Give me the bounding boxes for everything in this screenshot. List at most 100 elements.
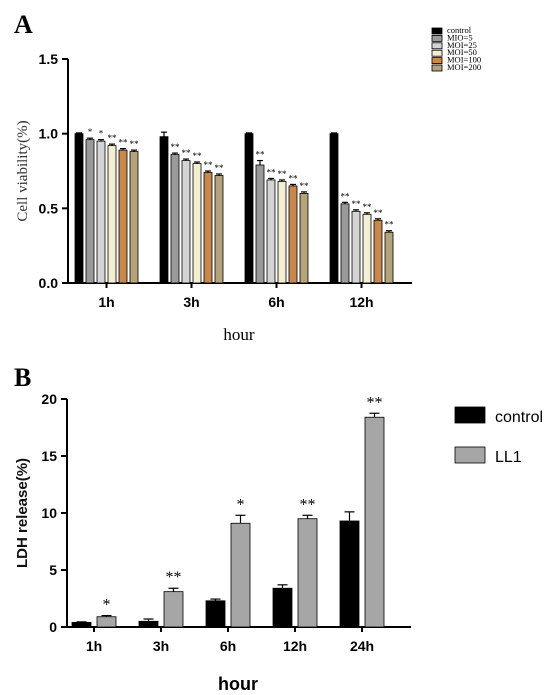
bar (255, 164, 265, 284)
bar (214, 175, 224, 284)
bar (277, 181, 287, 284)
significance-label: ** (300, 496, 316, 513)
significance-label: * (99, 129, 104, 139)
bar (230, 522, 251, 628)
panel-b: B LDH release(%) hour 0 5 10 15 20 1h 3h 6h 12h 2… (14, 363, 543, 694)
significance-label: ** (267, 167, 277, 177)
significance-label: ** (289, 173, 299, 183)
x-tick-label: 6h (220, 638, 236, 654)
bar (170, 154, 180, 284)
bar (107, 145, 117, 284)
bar (288, 185, 298, 284)
x-tick-label: 3h (183, 294, 199, 310)
bar (96, 616, 117, 628)
significance-label: ** (130, 139, 140, 149)
bar (244, 133, 254, 284)
x-tick-label: 1h (86, 638, 102, 654)
bar (203, 172, 213, 284)
bar (373, 219, 383, 284)
legend-label: control (495, 409, 543, 426)
bar (159, 136, 169, 284)
panel-a-bars: * * ** ** ** **** **** ****** ** ******** ****** (74, 127, 395, 284)
significance-label: ** (193, 151, 203, 161)
bar (192, 163, 202, 284)
significance-label: ** (182, 148, 192, 158)
y-tick-label: 10 (41, 505, 57, 521)
legend-label: LL1 (495, 449, 522, 466)
legend-swatch (431, 64, 443, 72)
bar (85, 139, 95, 284)
bar (340, 203, 350, 284)
bar (266, 179, 276, 284)
x-tick-label: 12h (349, 294, 373, 310)
y-tick-label: 0.0 (39, 275, 59, 291)
legend-label: MOI=100 (447, 55, 481, 65)
significance-label: ** (367, 394, 383, 411)
legend-label: MOI=200 (447, 62, 481, 72)
x-tick-label: 6h (268, 294, 284, 310)
legend-swatch (431, 35, 443, 42)
bar (351, 210, 361, 284)
x-tick-label: 12h (283, 638, 307, 654)
significance-label: ** (385, 220, 395, 230)
panel-a-label: A (14, 10, 33, 39)
panel-b-legend: control LL1 (454, 406, 543, 466)
legend-label: MOI=50 (447, 47, 477, 57)
y-tick-label: 15 (41, 448, 57, 464)
bar (118, 149, 128, 284)
legend-swatch (454, 406, 486, 424)
significance-label: * (103, 597, 111, 614)
bar (339, 520, 360, 628)
legend-label: MIO=5 (447, 32, 473, 42)
significance-label: ** (341, 191, 351, 201)
panel-a-y-axis-label: Cell viability(%) (15, 120, 31, 221)
significance-label: ** (119, 138, 129, 148)
significance-label: ** (171, 142, 181, 152)
bar (364, 416, 385, 628)
panel-b-bars: **** **** (71, 394, 385, 628)
legend-label: MOI=25 (447, 40, 477, 50)
panel-a: A Cell viability(%) hour 0.0 0.5 1.0 1.5 1h 3… (14, 10, 481, 344)
significance-label: ** (166, 569, 182, 586)
y-tick-label: 0.5 (39, 200, 59, 216)
bar (71, 622, 92, 628)
significance-label: * (237, 496, 245, 513)
panel-b-x-axis-label: hour (218, 674, 258, 694)
bar (272, 587, 293, 628)
significance-label: ** (256, 150, 266, 160)
significance-label: * (88, 127, 93, 137)
legend-swatch (454, 446, 486, 464)
significance-label: ** (108, 133, 118, 143)
legend-swatch (431, 49, 443, 57)
bar (299, 192, 309, 284)
y-tick-label: 1.5 (39, 51, 59, 67)
legend-swatch (431, 27, 443, 35)
panel-b-y-axis-label: LDH release(%) (14, 458, 31, 568)
significance-label: ** (352, 199, 362, 209)
significance-label: ** (300, 181, 310, 191)
x-tick-label: 3h (153, 638, 169, 654)
bar (297, 518, 318, 628)
bar (329, 133, 339, 284)
legend-swatch (431, 42, 443, 50)
legend-label: control (447, 25, 472, 35)
significance-label: ** (204, 160, 214, 170)
x-tick-label: 1h (98, 294, 114, 310)
bar (74, 133, 84, 284)
bar (138, 620, 159, 628)
x-tick-label: 24h (350, 638, 374, 654)
bar (129, 151, 139, 284)
significance-label: ** (278, 169, 288, 179)
bar (163, 591, 184, 628)
bar (384, 231, 394, 284)
y-tick-label: 20 (41, 391, 57, 407)
bar (181, 160, 191, 284)
significance-label: ** (215, 163, 225, 173)
panel-a-x-axis-label: hour (223, 325, 255, 344)
y-tick-label: 1.0 (39, 126, 59, 142)
significance-label: ** (363, 202, 373, 212)
bar (96, 140, 106, 284)
legend-swatch (431, 57, 443, 64)
